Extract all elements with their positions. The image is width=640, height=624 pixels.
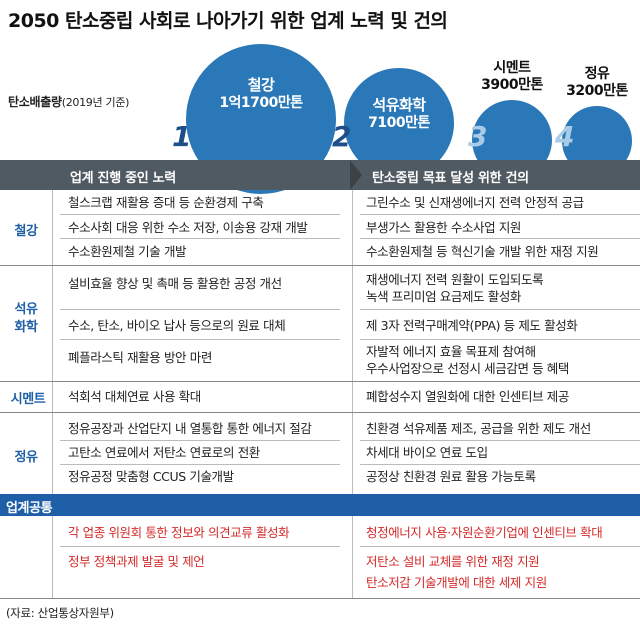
refinery-bubble-value: 3200만톤: [566, 82, 628, 99]
category-common: 업계공통: [6, 501, 53, 516]
section-divider: [0, 598, 640, 599]
page-title: 2050 탄소중립 사회로 나아가기 위한 업계 노력 및 건의: [8, 10, 448, 32]
header-arrow-icon: [350, 160, 362, 190]
category-divider-common: [52, 516, 53, 598]
petro-proposal-1b: 녹색 프리미엄 요금제도 활성화: [366, 289, 522, 304]
rank-2: 2: [332, 120, 352, 153]
steel-effort-2: 수소사회 대응 위한 수소 저장, 이송용 강재 개발: [68, 220, 308, 235]
column-divider: [352, 190, 353, 494]
petro-effort-3: 폐플라스틱 재활용 방안 마련: [68, 350, 212, 365]
petro-effort-1: 설비효율 향상 및 촉매 등 활용한 공정 개선: [68, 276, 282, 291]
row-divider: [360, 214, 640, 215]
source-note: (자료: 산업통상자원부): [6, 606, 114, 620]
row-divider: [360, 238, 640, 239]
cement-effort-1: 석회석 대체연료 사용 확대: [68, 389, 201, 404]
section-divider: [0, 381, 640, 382]
petro-bubble: [344, 68, 454, 178]
category-steel: 철강: [14, 224, 38, 239]
refinery-effort-2: 고탄소 연료에서 저탄소 연료로의 전환: [68, 445, 260, 460]
petro-proposal-3a: 자발적 에너지 효율 목표제 참여해: [366, 344, 536, 359]
petro-bubble-label: 석유화학 7100만톤: [349, 96, 449, 132]
steel-proposal-2: 부생가스 활용한 수소사업 지원: [366, 220, 522, 235]
category-petro-line1: 석유: [14, 302, 38, 317]
category-petro-line2: 화학: [14, 320, 38, 335]
category-cement: 시멘트: [10, 392, 46, 407]
category-petro: 석유 화학: [0, 301, 52, 337]
refinery-proposal-1: 친환경 석유제품 제조, 공급을 위한 제도 개선: [366, 421, 591, 436]
category-divider: [52, 190, 53, 494]
row-divider: [60, 309, 340, 310]
header-left: 업계 진행 중인 노력: [70, 171, 176, 186]
steel-bubble-name: 철강: [247, 76, 275, 94]
row-divider: [60, 464, 340, 465]
row-divider: [360, 546, 640, 547]
petro-proposal-2: 제 3자 전력구매계약(PPA) 등 제도 활성화: [366, 318, 578, 333]
petro-proposal-1a: 재생에너지 전력 원활이 도입되도록: [366, 272, 544, 287]
row-divider: [60, 440, 340, 441]
refinery-proposal-2: 차세대 바이오 연료 도입: [366, 445, 488, 460]
steel-effort-1: 철스크랩 재활용 증대 등 순환경제 구축: [68, 195, 264, 210]
common-section-bar: [0, 494, 640, 516]
steel-proposal-1: 그린수소 및 신재생에너지 전력 안정적 공급: [366, 195, 584, 210]
steel-bubble-label: 철강 1억1700만톤: [196, 76, 326, 112]
rank-1: 1: [172, 120, 192, 153]
refinery-bubble-label: 정유 3200만톤: [547, 66, 640, 100]
category-refinery: 정유: [14, 450, 38, 465]
steel-effort-3: 수소환원제철 기술 개발: [68, 244, 187, 259]
cement-bubble-name: 시멘트: [493, 60, 531, 76]
row-divider: [60, 546, 340, 547]
steel-bubble-value: 1억1700만톤: [219, 94, 303, 111]
table-header: [0, 160, 640, 190]
cement-bubble-value: 3900만톤: [481, 76, 543, 93]
refinery-effort-1: 정유공장과 산업단지 내 열통합 통한 에너지 절감: [68, 421, 312, 436]
section-divider: [0, 412, 640, 413]
refinery-effort-3: 정유공정 맞춤형 CCUS 기술개발: [68, 469, 234, 484]
common-effort-2: 정부 정책과제 발굴 및 제언: [68, 554, 205, 569]
common-proposal-3: 탄소저감 기술개발에 대한 세제 지원: [366, 575, 547, 590]
column-divider-common: [352, 516, 353, 598]
petro-bubble-name: 석유화학: [372, 96, 426, 114]
emission-label: 탄소배출량(2019년 기준): [8, 93, 129, 110]
header-right: 탄소중립 목표 달성 위한 건의: [372, 171, 529, 186]
row-divider: [60, 238, 340, 239]
row-divider: [360, 339, 640, 340]
emission-label-text: 탄소배출량: [8, 95, 62, 109]
petro-effort-2: 수소, 탄소, 바이오 납사 등으로의 원료 대체: [68, 318, 286, 333]
row-divider: [60, 214, 340, 215]
steel-proposal-3: 수소환원제철 등 혁신기술 개발 위한 재정 지원: [366, 244, 599, 259]
rank-4: 4: [555, 120, 575, 153]
common-proposal-1: 청정에너지 사용·자원순환기업에 인센티브 확대: [366, 525, 603, 540]
cement-bubble-label: 시멘트 3900만톤: [462, 60, 562, 94]
refinery-proposal-3: 공정상 친환경 원료 활용 가능토록: [366, 469, 536, 484]
emission-label-sub: (2019년 기준): [61, 96, 130, 109]
petro-bubble-value: 7100만톤: [368, 114, 430, 131]
rank-3: 3: [468, 120, 488, 153]
common-proposal-2: 저탄소 설비 교체를 위한 재정 지원: [366, 554, 540, 569]
row-divider: [60, 339, 340, 340]
section-divider: [0, 265, 640, 266]
cement-proposal-1: 폐합성수지 열원화에 대한 인센티브 제공: [366, 389, 569, 404]
row-divider: [360, 440, 640, 441]
common-effort-1: 각 업종 위원회 통한 정보와 의견교류 활성화: [68, 525, 290, 540]
refinery-bubble-name: 정유: [584, 66, 610, 82]
row-divider: [360, 464, 640, 465]
row-divider: [360, 309, 640, 310]
petro-proposal-3b: 우수사업장으로 선정시 세금감면 등 혜택: [366, 361, 569, 376]
